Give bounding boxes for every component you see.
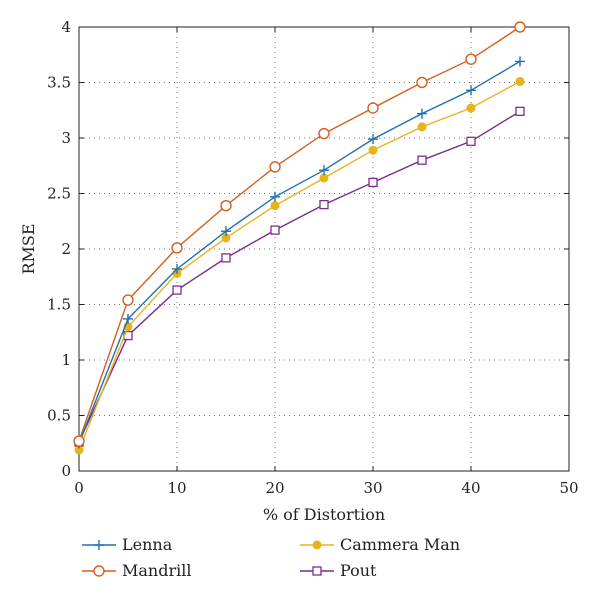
series-line-cammera-man: [78, 80, 521, 451]
axis-ticks: 0 10 20 30 40 50 0 0.5 1 1.5 2 2.5 3 3.5 4: [47, 18, 578, 497]
series-mandrill: [73, 21, 526, 447]
data-point-pout: [515, 106, 525, 117]
y-tick-label: 3: [61, 129, 71, 147]
legend-item-mandrill: Mandrill: [82, 561, 191, 580]
data-point-pout: [417, 155, 427, 165]
data-point-mandrill: [465, 53, 477, 65]
y-tick-label: 0.5: [47, 407, 71, 425]
x-tick-label: 30: [363, 479, 382, 497]
data-point-mandrill: [318, 127, 330, 140]
data-point-pout: [270, 225, 280, 235]
grid: [79, 27, 569, 471]
data-point-mandrill: [220, 200, 232, 212]
legend-label: Pout: [340, 561, 377, 580]
y-tick-label: 1.5: [47, 296, 71, 314]
legend-label: Cammera Man: [340, 535, 460, 554]
data-point-mandrill: [73, 435, 85, 447]
data-point-mandrill: [514, 21, 526, 33]
legend-item-pout: Pout: [300, 561, 377, 580]
data-point-lenna: [368, 134, 378, 145]
legend-item-cammera-man: Cammera Man: [300, 535, 460, 554]
series-line-mandrill: [78, 26, 521, 442]
legend-marker-mandrill: [93, 565, 105, 577]
series-group: [73, 21, 526, 455]
legend-item-lenna: Lenna: [82, 535, 173, 554]
series-lenna: [74, 56, 525, 449]
x-tick-label: 10: [167, 479, 186, 497]
data-point-mandrill: [367, 102, 379, 114]
data-point-pout: [368, 177, 378, 188]
data-point-lenna: [221, 226, 231, 237]
legend-label: Lenna: [122, 535, 173, 554]
y-axis-label: RMSE: [19, 223, 38, 274]
data-point-lenna: [270, 191, 280, 202]
y-tick-label: 1: [61, 351, 71, 369]
data-point-pout: [466, 136, 476, 146]
data-point-pout: [172, 285, 182, 295]
data-point-cammera-man: [515, 76, 525, 86]
y-tick-label: 2.5: [47, 185, 71, 203]
legend-marker-pout: [312, 566, 322, 576]
data-point-lenna: [123, 313, 133, 324]
y-tick-label: 3.5: [47, 74, 71, 92]
data-point-mandrill: [171, 242, 183, 254]
data-point-pout: [221, 253, 231, 263]
data-point-cammera-man: [466, 103, 476, 113]
data-point-mandrill: [269, 161, 281, 173]
legend: Lenna Mandrill Cammera Man Pout: [82, 535, 460, 580]
data-point-lenna: [319, 165, 329, 176]
data-point-lenna: [515, 56, 525, 67]
x-tick-label: 40: [461, 479, 480, 497]
data-point-cammera-man: [417, 122, 427, 132]
legend-marker-lenna: [94, 540, 104, 550]
data-point-cammera-man: [270, 201, 280, 211]
legend-marker-cammera-man: [312, 540, 322, 550]
x-tick-label: 0: [74, 479, 84, 497]
series-line-pout: [78, 110, 521, 443]
data-point-cammera-man: [368, 145, 378, 155]
data-point-lenna: [172, 263, 182, 274]
series-line-lenna: [78, 60, 521, 444]
y-tick-label: 0: [61, 462, 71, 480]
x-axis-label: % of Distortion: [263, 505, 385, 524]
x-tick-label: 50: [559, 479, 578, 497]
data-point-pout: [319, 199, 329, 210]
data-point-mandrill: [122, 294, 134, 306]
x-tick-label: 20: [265, 479, 284, 497]
series-pout: [74, 106, 525, 447]
series-cammera-man: [74, 76, 525, 455]
data-point-lenna: [417, 108, 427, 119]
y-tick-label: 4: [61, 18, 71, 36]
y-tick-label: 2: [61, 240, 71, 258]
legend-label: Mandrill: [122, 561, 191, 580]
data-point-mandrill: [416, 76, 428, 89]
data-point-lenna: [466, 85, 476, 96]
